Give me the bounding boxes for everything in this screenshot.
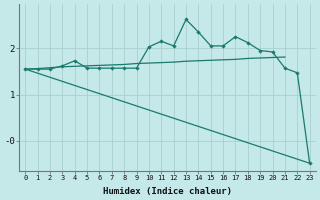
X-axis label: Humidex (Indice chaleur): Humidex (Indice chaleur): [103, 187, 232, 196]
